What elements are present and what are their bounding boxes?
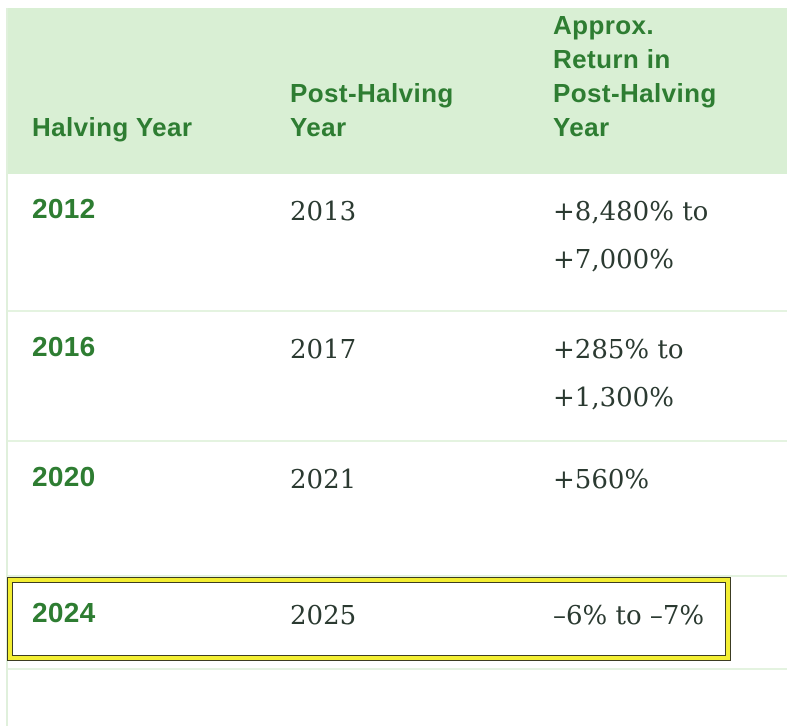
approx-return-cell: +560% bbox=[553, 465, 650, 495]
table-row-2012: 2012 2013 +8,480% to +7,000% bbox=[8, 174, 787, 310]
halving-year-cell: 2024 bbox=[32, 597, 96, 628]
highlight-annotation-box: 2024 2025 –6% to –7% bbox=[8, 578, 730, 660]
halving-year-cell: 2016 bbox=[32, 331, 96, 362]
column-header-halving-year: Halving Year bbox=[32, 110, 290, 144]
halving-year-cell: 2012 bbox=[32, 193, 96, 224]
post-halving-year-cell: 2021 bbox=[290, 465, 357, 495]
column-header-label: Halving Year bbox=[32, 112, 193, 142]
column-header-approx-return: Approx. Return in Post-Halving Year bbox=[553, 8, 773, 144]
post-halving-year-cell: 2013 bbox=[290, 197, 357, 227]
halving-year-cell: 2020 bbox=[32, 461, 96, 492]
post-halving-year-cell: 2025 bbox=[290, 601, 357, 631]
table-row-2016: 2016 2017 +285% to +1,300% bbox=[8, 310, 787, 440]
approx-return-cell: –6% to –7% bbox=[553, 601, 705, 631]
column-header-post-halving-year: Post-Halving Year bbox=[290, 76, 553, 144]
post-halving-year-cell: 2017 bbox=[290, 335, 357, 365]
column-header-label: Approx. Return in Post-Halving Year bbox=[553, 10, 717, 142]
column-header-label: Post-Halving Year bbox=[290, 78, 454, 142]
table-footer-spacer bbox=[8, 668, 787, 726]
approx-return-cell: +8,480% to +7,000% bbox=[553, 197, 709, 275]
table-row-2020: 2020 2021 +560% bbox=[8, 440, 787, 575]
table-row-2024: 2024 2025 –6% to –7% bbox=[8, 575, 787, 668]
halving-returns-table: Halving Year Post-Halving Year Approx. R… bbox=[6, 8, 787, 726]
approx-return-cell: +285% to +1,300% bbox=[553, 335, 684, 413]
table-header-row: Halving Year Post-Halving Year Approx. R… bbox=[8, 8, 787, 174]
